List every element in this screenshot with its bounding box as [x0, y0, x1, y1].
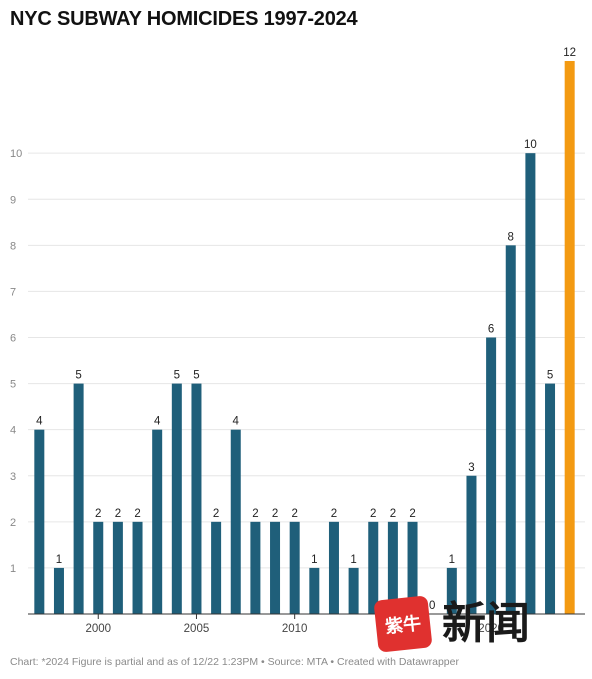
data-label-2022: 10: [524, 139, 537, 151]
bar-2020: [486, 337, 497, 614]
x-tick-label: 2010: [282, 623, 308, 635]
y-tick-label: 6: [10, 333, 16, 345]
bar-2016: [407, 521, 418, 614]
bar-2001: [112, 521, 123, 614]
bar-2022: [525, 153, 536, 614]
data-label-2010: 2: [291, 508, 297, 520]
data-label-2019: 3: [468, 462, 474, 474]
data-label-2017: 0: [429, 600, 435, 612]
bar-2003: [152, 429, 163, 614]
bar-2011: [309, 567, 320, 614]
data-label-1999: 5: [75, 370, 81, 382]
bar-2006: [211, 521, 222, 614]
watermark-text: 新闻: [442, 598, 530, 649]
bar-2004: [171, 383, 182, 614]
bar-1998: [53, 567, 64, 614]
data-label-2000: 2: [95, 508, 101, 520]
x-tick-label: 2000: [85, 623, 111, 635]
bar-2023: [545, 383, 556, 614]
y-tick-label: 1: [10, 563, 16, 575]
data-label-2020: 6: [488, 324, 494, 336]
bar-2012: [328, 521, 339, 614]
bar-2021: [505, 245, 516, 615]
data-label-2005: 5: [193, 370, 199, 382]
bar-2002: [132, 521, 143, 614]
y-tick-label: 8: [10, 240, 16, 252]
data-label-1997: 4: [36, 416, 43, 428]
data-label-2024: 12: [563, 47, 576, 59]
data-label-2012: 2: [331, 508, 337, 520]
bar-2009: [270, 521, 281, 614]
data-label-1998: 1: [56, 554, 62, 566]
x-tick-label: 2020: [478, 623, 504, 635]
data-label-2021: 8: [508, 231, 514, 243]
y-tick-label: 4: [10, 425, 16, 437]
data-label-2011: 1: [311, 554, 317, 566]
bars: [34, 61, 575, 615]
watermark-logo: 紫牛 新闻: [373, 595, 556, 653]
chart-title: NYC SUBWAY HOMICIDES 1997-2024: [10, 8, 358, 30]
data-label-2009: 2: [272, 508, 278, 520]
data-label-2013: 1: [350, 554, 356, 566]
bar-2000: [93, 521, 104, 614]
y-tick-label: 5: [10, 379, 16, 391]
bar-2007: [230, 429, 241, 614]
bar-2018: [446, 567, 457, 614]
bar-2005: [191, 383, 202, 614]
data-label-2016: 2: [409, 508, 415, 520]
data-label-2018: 1: [449, 554, 455, 566]
data-label-2002: 2: [134, 508, 140, 520]
bar-2013: [348, 567, 359, 614]
data-label-2006: 2: [213, 508, 219, 520]
data-label-2004: 5: [174, 370, 180, 382]
data-label-2003: 4: [154, 416, 161, 428]
y-tick-label: 10: [10, 148, 22, 160]
y-tick-label: 9: [10, 194, 16, 206]
y-tick-label: 2: [10, 517, 16, 529]
data-label-2007: 4: [233, 416, 240, 428]
y-tick-label: 7: [10, 286, 16, 298]
bar-2008: [250, 521, 261, 614]
bar-2019: [466, 475, 477, 614]
bar-2010: [289, 521, 300, 614]
data-label-2008: 2: [252, 508, 258, 520]
x-tick-label: 2005: [184, 623, 210, 635]
watermark-badge: 紫牛: [373, 595, 433, 653]
bar-2014: [368, 521, 379, 614]
data-label-2001: 2: [115, 508, 121, 520]
data-label-2015: 2: [390, 508, 396, 520]
bar-1999: [73, 383, 84, 614]
bar-2024: [564, 61, 575, 614]
bar-2015: [387, 521, 398, 614]
bar-1997: [34, 429, 45, 614]
data-label-2023: 5: [547, 370, 553, 382]
chart-footer: Chart: *2024 Figure is partial and as of…: [10, 656, 459, 668]
y-tick-label: 3: [10, 471, 16, 483]
data-label-2014: 2: [370, 508, 376, 520]
